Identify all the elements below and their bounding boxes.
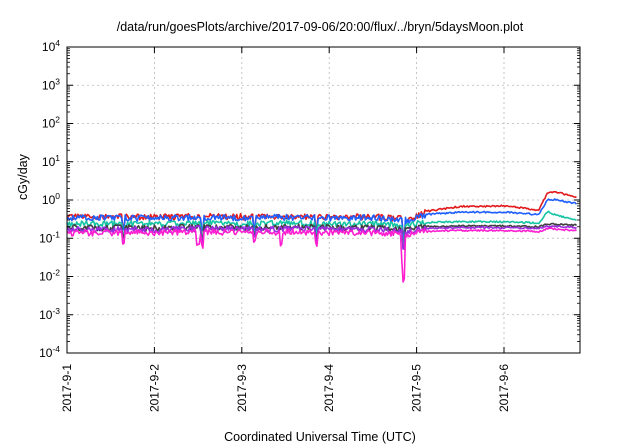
x-axis-title: Coordinated Universal Time (UTC) <box>224 430 416 444</box>
y-tick-labels: 10-4 10-3 10-2 10-1 100 101 102 103 104 <box>39 38 60 360</box>
y-tick-label: 100 <box>42 191 60 207</box>
tick-marks <box>66 46 580 354</box>
grid <box>67 47 580 353</box>
y-tick-label: 103 <box>42 76 60 92</box>
x-tick-label: 2017-9-6 <box>497 364 511 412</box>
series-line <box>66 227 577 283</box>
x-tick-label: 2017-9-4 <box>322 364 336 412</box>
y-tick-label: 10-4 <box>39 344 60 360</box>
y-tick-label: 102 <box>42 115 60 131</box>
x-tick-label: 2017-9-3 <box>235 364 249 412</box>
series-line <box>66 224 577 250</box>
y-tick-label: 10-1 <box>39 229 60 245</box>
x-tick-labels: 2017-9-1 2017-9-2 2017-9-3 2017-9-4 2017-9-5… <box>60 364 511 412</box>
chart-title: /data/run/goesPlots/archive/2017-09-06/2… <box>116 20 524 34</box>
series-lines <box>66 191 578 283</box>
series-line <box>66 198 578 242</box>
y-tick-label: 10-3 <box>39 306 60 322</box>
x-tick-label: 2017-9-1 <box>60 364 74 412</box>
x-tick-label: 2017-9-5 <box>410 364 424 412</box>
y-tick-label: 104 <box>42 38 60 54</box>
y-tick-label: 10-2 <box>39 268 60 284</box>
y-tick-label: 101 <box>42 153 60 169</box>
x-tick-label: 2017-9-2 <box>147 364 161 412</box>
